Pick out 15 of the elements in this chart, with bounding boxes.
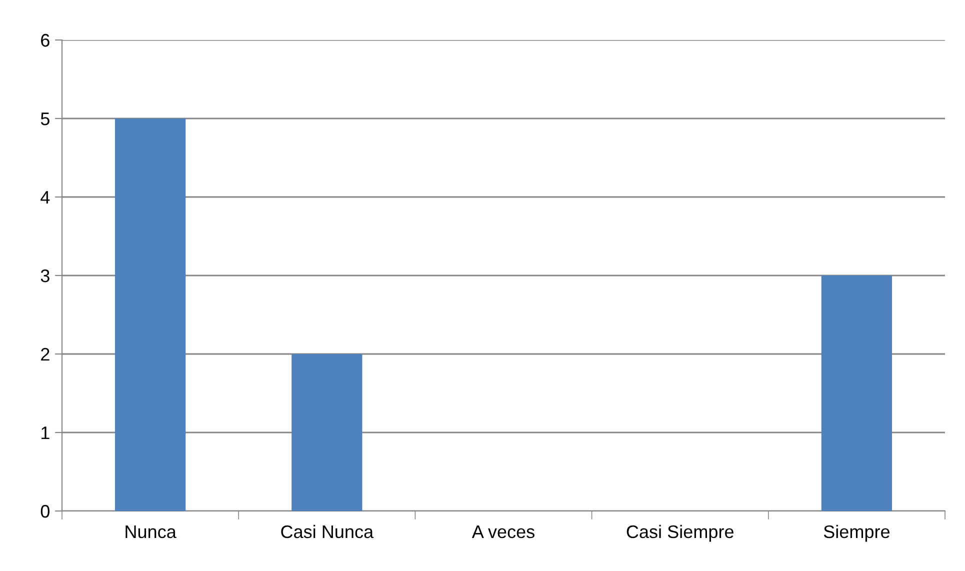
x-tick-label: A veces xyxy=(472,526,534,538)
x-tick-label: Siempre xyxy=(824,524,890,542)
y-tick-label: 0 xyxy=(40,504,50,518)
bar xyxy=(114,118,186,511)
bar xyxy=(292,354,362,511)
y-tick-label: 6 xyxy=(41,34,50,47)
x-tick-label: Casi Nunca xyxy=(281,524,374,538)
y-tick-label: 1 xyxy=(42,426,50,440)
y-tick-label: 2 xyxy=(41,348,50,361)
bar xyxy=(821,276,892,511)
y-tick-label: 4 xyxy=(40,191,50,204)
y-tick-label: 5 xyxy=(40,112,50,126)
x-tick-label: Casi Siempre xyxy=(626,524,734,542)
y-tick-label: 3 xyxy=(40,269,50,282)
x-tick-label: Nunca xyxy=(126,526,176,538)
